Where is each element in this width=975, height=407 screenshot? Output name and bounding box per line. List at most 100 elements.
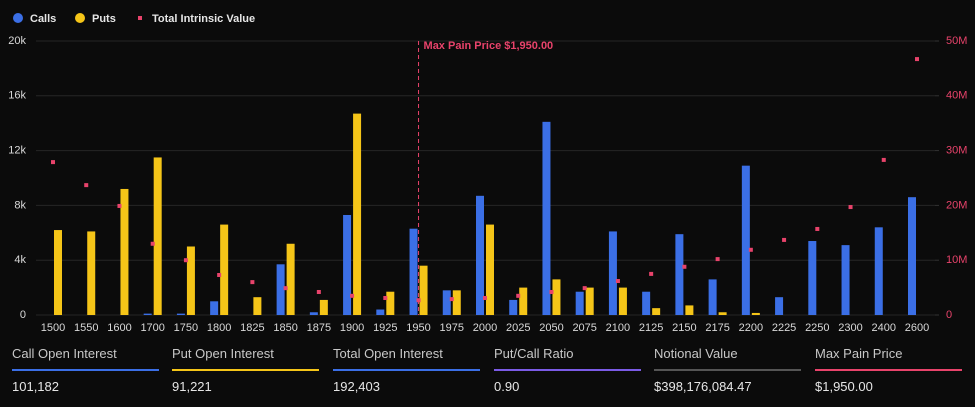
stat-underline — [654, 369, 801, 371]
stat-label: Put/Call Ratio — [494, 346, 574, 361]
stat-underline — [172, 369, 319, 371]
stat-underline — [494, 369, 641, 371]
stat-value: $1,950.00 — [815, 379, 873, 394]
point — [51, 160, 55, 165]
x-tick-label: 1875 — [307, 322, 331, 334]
bar — [343, 214, 352, 315]
legend-label: Puts — [92, 13, 116, 25]
stat: Call Open Interest 101,182 — [12, 346, 159, 394]
y-tick-label: 4k — [14, 254, 26, 266]
y-tick-label: 16k — [8, 90, 26, 102]
point — [516, 293, 521, 298]
point — [748, 247, 753, 252]
stat: Notional Value $398,176,084.47 — [654, 346, 801, 394]
point — [283, 286, 288, 291]
stat: Total Open Interest 192,403 — [333, 346, 480, 394]
x-tick-label: 1925 — [373, 322, 397, 334]
x-tick-label: 1550 — [74, 322, 98, 334]
stat-underline — [12, 369, 159, 371]
legend-label: Total Intrinsic Value — [152, 13, 255, 25]
bar — [176, 313, 185, 315]
x-tick-label: 2250 — [805, 322, 829, 334]
bar — [718, 312, 727, 315]
x-tick-label: 1825 — [240, 322, 264, 334]
point — [848, 205, 853, 210]
y2-tick-label: 50M — [946, 35, 967, 47]
bar — [642, 291, 651, 315]
x-tick-label: 2050 — [539, 322, 563, 334]
bar — [575, 291, 584, 315]
max-pain-label: Max Pain Price $1,950.00 — [424, 40, 554, 52]
stat-underline — [333, 369, 480, 371]
stat-label: Notional Value — [654, 346, 738, 361]
bar — [153, 157, 162, 315]
point — [682, 264, 687, 269]
stat-label: Put Open Interest — [172, 346, 274, 361]
x-tick-label: 2200 — [739, 322, 763, 334]
stat-label: Max Pain Price — [815, 346, 903, 361]
x-tick-label: 2175 — [705, 322, 729, 334]
bar — [309, 312, 318, 315]
y2-tick-label: 20M — [946, 199, 967, 211]
legend-label: Calls — [30, 13, 56, 25]
bar — [509, 299, 518, 315]
bar — [751, 312, 760, 315]
bar — [476, 195, 484, 315]
x-tick-label: 2000 — [473, 322, 497, 334]
bar — [319, 299, 328, 315]
x-tick-label: 2150 — [672, 322, 696, 334]
bar — [675, 234, 684, 315]
x-tick-label: 2100 — [606, 322, 630, 334]
bar — [386, 291, 395, 315]
x-tick-label: 2025 — [506, 322, 530, 334]
legend-item: Calls — [13, 13, 56, 25]
point — [449, 297, 454, 302]
point — [782, 237, 787, 242]
bar — [419, 265, 428, 315]
point — [483, 296, 487, 301]
point — [416, 298, 421, 303]
x-tick-label: 1700 — [140, 322, 164, 334]
bar — [708, 279, 717, 315]
stat-label: Call Open Interest — [12, 346, 117, 361]
bar — [452, 290, 461, 315]
stat-value: $398,176,084.47 — [654, 379, 752, 394]
bar — [519, 287, 528, 315]
bar — [186, 246, 195, 315]
legend-marker — [138, 16, 142, 20]
bar — [442, 290, 451, 315]
point — [117, 203, 122, 208]
x-tick-label: 1600 — [107, 322, 131, 334]
bar — [552, 279, 561, 315]
bar — [54, 230, 62, 315]
bar — [486, 224, 494, 315]
point — [316, 289, 321, 294]
point — [649, 271, 654, 276]
bar — [87, 231, 96, 315]
y2-tick-label: 30M — [946, 145, 967, 157]
stat-value: 0.90 — [494, 379, 520, 394]
bar — [585, 287, 594, 315]
x-tick-label: 1500 — [41, 322, 65, 334]
bar — [143, 313, 152, 315]
point — [881, 157, 886, 162]
point — [183, 258, 188, 263]
bar — [286, 243, 295, 315]
bar — [542, 121, 551, 315]
x-tick-label: 1850 — [273, 322, 297, 334]
x-tick-label: 1900 — [340, 322, 364, 334]
bar — [841, 245, 850, 315]
point — [582, 286, 587, 291]
point — [615, 279, 620, 284]
bar — [618, 287, 627, 315]
point — [715, 257, 720, 262]
x-tick-label: 2300 — [838, 322, 862, 334]
bar — [276, 264, 285, 315]
point — [915, 57, 919, 62]
point — [350, 293, 355, 298]
stat: Max Pain Price $1,950.00 — [815, 346, 962, 394]
bar — [685, 305, 694, 315]
x-tick-label: 2075 — [572, 322, 596, 334]
x-tick-label: 1800 — [207, 322, 231, 334]
